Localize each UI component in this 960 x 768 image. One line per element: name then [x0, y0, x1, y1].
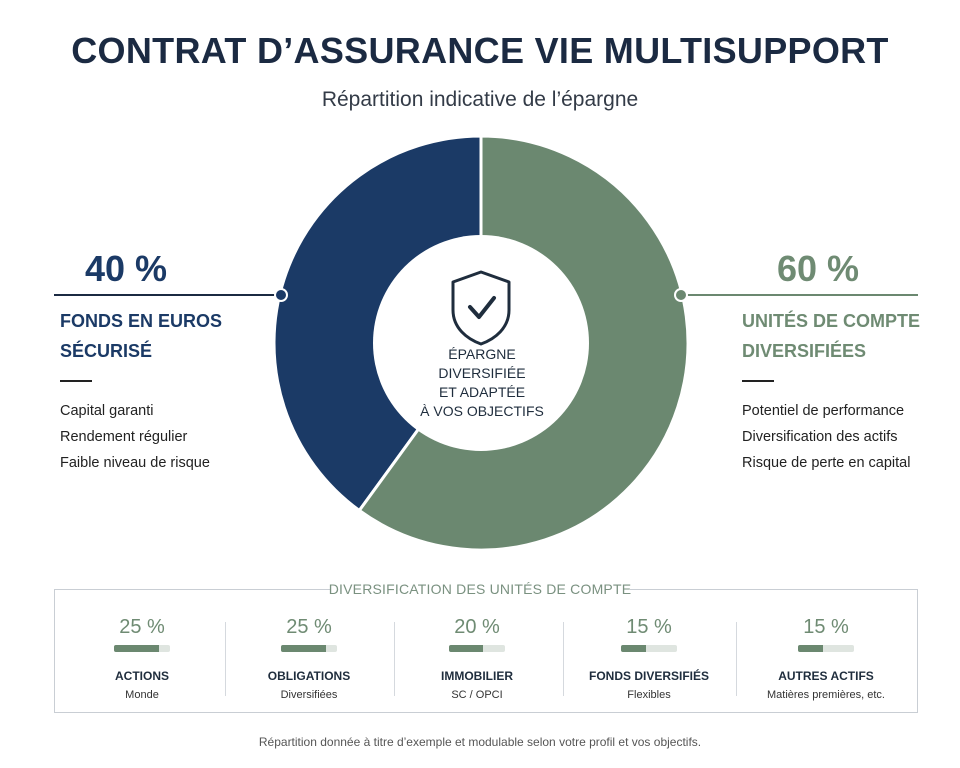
unit-item-immobilier: 20 % IMMOBILIER SC / OPCI	[407, 616, 547, 701]
unit-bar-fill	[281, 645, 326, 652]
donut-chart	[54, 134, 918, 552]
divider	[563, 622, 564, 696]
unit-bar-fill	[798, 645, 824, 652]
unit-linked-title-2: DIVERSIFIÉES	[742, 341, 867, 361]
unit-subtitle: SC / OPCI	[451, 689, 503, 701]
list-item: Faible niveau de risque	[60, 455, 210, 471]
unit-linked-details: UNITÉS DE COMPTE DIVERSIFIÉES Potentiel …	[742, 306, 952, 476]
left-connector-dot	[274, 288, 288, 302]
unit-bar-fill	[449, 645, 483, 652]
unit-progress-bar	[798, 645, 854, 652]
list-item: Capital garanti	[60, 403, 154, 419]
unit-name: IMMOBILIER	[441, 669, 513, 683]
footnote: Répartition donnée à titre d’exemple et …	[258, 735, 702, 749]
unit-subtitle: Monde	[125, 689, 159, 701]
unit-name: OBLIGATIONS	[267, 669, 351, 683]
divider	[225, 622, 226, 696]
center-line-4: À VOS OBJECTIFS	[420, 403, 544, 419]
unit-percent: 15 %	[803, 616, 849, 638]
divider	[742, 380, 774, 382]
list-item: Rendement régulier	[60, 429, 188, 445]
euro-fund-details: FONDS EN EUROS SÉCURISÉ Capital garanti …	[60, 306, 260, 476]
unit-bar-fill	[621, 645, 647, 652]
unit-progress-bar	[621, 645, 677, 652]
unit-progress-bar	[281, 645, 337, 652]
center-line-1: ÉPARGNE	[448, 346, 516, 362]
unit-linked-title-1: UNITÉS DE COMPTE	[742, 311, 921, 331]
unit-linked-percent: 60 %	[777, 248, 860, 289]
units-title-background	[330, 580, 630, 600]
right-connector-dot	[674, 288, 688, 302]
unit-name: ACTIONS	[115, 669, 169, 683]
divider	[736, 622, 737, 696]
unit-progress-bar	[449, 645, 505, 652]
unit-name: FONDS DIVERSIFIÉS	[588, 669, 710, 683]
list-item: Potentiel de performance	[742, 403, 905, 419]
center-line-2: DIVERSIFIÉE	[438, 365, 526, 381]
euro-fund-title-1: FONDS EN EUROS	[60, 311, 223, 331]
euro-fund-percent: 40 %	[85, 248, 168, 289]
unit-percent: 25 %	[119, 616, 165, 638]
divider	[394, 622, 395, 696]
shield-check-icon	[451, 270, 511, 346]
page-subtitle: Répartition indicative de l’épargne	[321, 88, 639, 111]
unit-percent: 15 %	[626, 616, 672, 638]
list-item: Risque de perte en capital	[742, 455, 911, 471]
unit-item-actions: 25 % ACTIONS Monde	[72, 616, 212, 701]
unit-item-autres-actifs: 15 % AUTRES ACTIFS Matières premières, e…	[756, 616, 896, 701]
divider	[60, 380, 92, 382]
unit-item-fonds-diversifies: 15 % FONDS DIVERSIFIÉS Flexibles	[579, 616, 719, 701]
unit-percent: 25 %	[286, 616, 332, 638]
unit-subtitle: Flexibles	[627, 689, 671, 701]
page-title: CONTRAT D’ASSURANCE VIE MULTISUPPORT	[71, 30, 889, 71]
unit-bar-fill	[114, 645, 159, 652]
unit-item-obligations: 25 % OBLIGATIONS Diversifiées	[239, 616, 379, 701]
units-breakdown-title: DIVERSIFICATION DES UNITÉS DE COMPTE	[328, 581, 632, 597]
unit-name: AUTRES ACTIFS	[778, 669, 874, 683]
euro-fund-points: Capital garanti Rendement régulier Faibl…	[60, 398, 260, 476]
unit-linked-points: Potentiel de performance Diversification…	[742, 398, 952, 476]
center-line-3: ET ADAPTÉE	[438, 384, 526, 400]
unit-progress-bar	[114, 645, 170, 652]
unit-subtitle: Matières premières, etc.	[767, 689, 885, 701]
unit-subtitle: Diversifiées	[280, 689, 338, 701]
euro-fund-title-2: SÉCURISÉ	[60, 341, 153, 361]
unit-percent: 20 %	[454, 616, 500, 638]
donut-center-text: ÉPARGNE DIVERSIFIÉE ET ADAPTÉE À VOS OBJ…	[380, 345, 584, 421]
list-item: Diversification des actifs	[742, 429, 898, 445]
